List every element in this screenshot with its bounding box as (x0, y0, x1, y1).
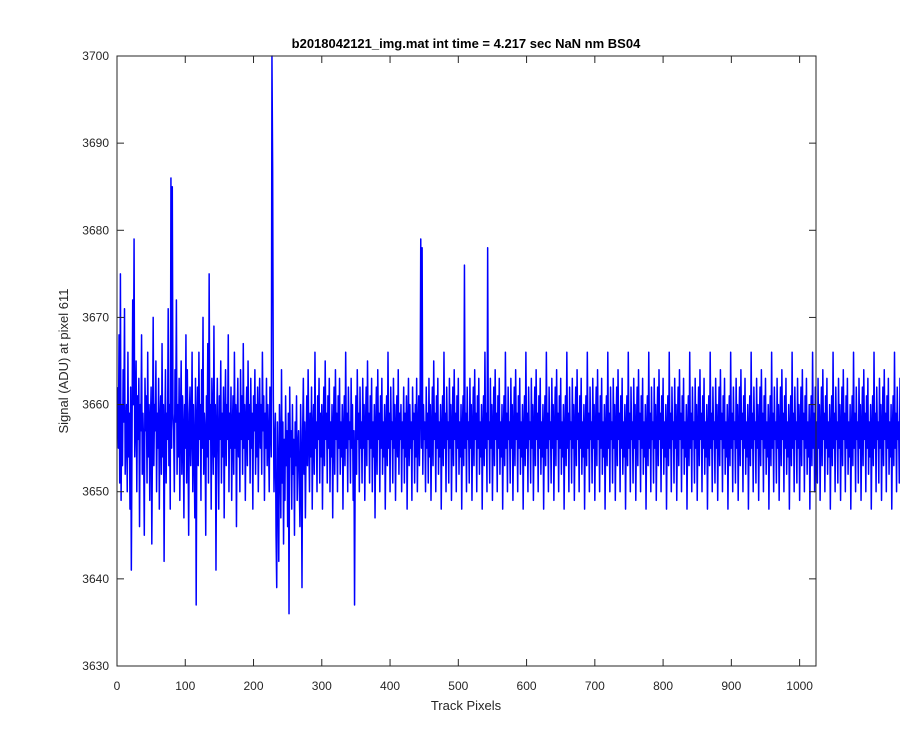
y-tick: 3680 (82, 223, 816, 237)
x-tick: 600 (517, 56, 537, 693)
y-tick: 3700 (82, 49, 816, 63)
y-tick: 3690 (82, 136, 816, 150)
chart-title: b2018042121_img.mat int time = 4.217 sec… (292, 36, 641, 51)
x-tick-label: 500 (448, 679, 468, 693)
y-tick-label: 3660 (82, 398, 109, 412)
x-tick-label: 400 (380, 679, 400, 693)
x-axis-label: Track Pixels (431, 698, 502, 713)
x-tick: 800 (653, 56, 673, 693)
y-tick-label: 3630 (82, 659, 109, 673)
x-tick-label: 1000 (786, 679, 813, 693)
x-tick: 0 (114, 56, 121, 693)
x-tick-label: 700 (585, 679, 605, 693)
x-tick: 500 (448, 56, 469, 693)
y-axis-label: Signal (ADU) at pixel 611 (56, 289, 71, 434)
series-layer (116, 55, 900, 615)
x-tick: 400 (380, 56, 400, 693)
x-tick: 700 (585, 56, 605, 693)
y-tick: 3640 (82, 572, 816, 586)
x-tick: 900 (721, 56, 742, 693)
x-tick: 300 (312, 56, 332, 693)
y-tick-label: 3700 (82, 49, 109, 63)
x-tick-label: 900 (721, 679, 741, 693)
y-tick-label: 3640 (82, 572, 109, 586)
axes-box (116, 55, 817, 667)
y-tick: 3630 (82, 659, 816, 673)
y-axis-ticks: 3630 3640 3650 3660 3670 3680 3690 3700 (82, 49, 816, 673)
x-tick-label: 300 (312, 679, 332, 693)
y-tick-label: 3650 (82, 485, 109, 499)
x-tick: 200 (244, 56, 264, 693)
y-tick: 3650 (82, 485, 816, 499)
x-tick-label: 200 (244, 679, 264, 693)
y-tick: 3660 (82, 398, 816, 412)
series-line-0 (116, 55, 900, 615)
x-tick-label: 100 (175, 679, 195, 693)
x-tick-label: 0 (114, 679, 121, 693)
y-tick-label: 3680 (82, 223, 109, 237)
y-tick-label: 3670 (82, 310, 109, 324)
x-tick: 100 (175, 56, 196, 693)
x-tick-label: 600 (517, 679, 537, 693)
plot-area (117, 56, 816, 666)
y-tick: 3670 (82, 310, 816, 324)
x-tick-label: 800 (653, 679, 673, 693)
x-axis-ticks: 0 100 200 300 400 500 600 700 800 900 1000 (114, 56, 813, 693)
y-tick-label: 3690 (82, 136, 109, 150)
x-tick: 1000 (786, 56, 813, 693)
